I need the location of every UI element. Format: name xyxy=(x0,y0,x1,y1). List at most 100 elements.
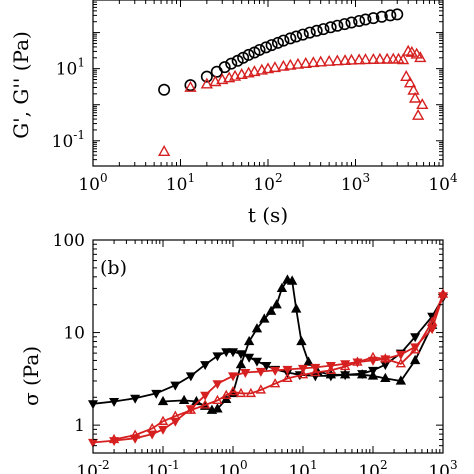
panel-a-point xyxy=(218,61,231,74)
panel-b-point xyxy=(212,352,223,362)
panel-b-point xyxy=(251,323,263,333)
panel-b-point xyxy=(87,400,99,410)
panel-b-point xyxy=(212,394,223,405)
panel-b-point xyxy=(282,365,293,375)
panel-a-x-tick-label: 103 xyxy=(341,171,370,195)
panel-a-y-tick-label: 10-1 xyxy=(52,128,85,152)
panel-b-point xyxy=(297,369,309,379)
panel-a-point xyxy=(367,12,380,25)
panel-a-point xyxy=(359,13,372,26)
panel-a-x-tick-label: 104 xyxy=(428,171,458,195)
panel-b-x-tick-label: 103 xyxy=(428,458,457,474)
panel-a-point xyxy=(373,52,387,64)
panel-b-point xyxy=(240,368,251,378)
panel-a-point xyxy=(345,16,358,29)
panel-b-point xyxy=(367,351,379,361)
panel-a-point xyxy=(317,23,330,36)
panel-a-marks xyxy=(157,8,429,156)
panel-a-point xyxy=(416,98,429,110)
panel-a-point xyxy=(260,41,273,54)
panel-a-point xyxy=(248,65,261,77)
panel-b-y-tick-label: 100 xyxy=(53,231,85,251)
panel-a-point xyxy=(200,77,213,89)
panel-a-point xyxy=(271,36,284,49)
panel-a-point xyxy=(407,83,420,95)
panel-a-point xyxy=(209,75,222,87)
panel-b-x-tick-label: 10-1 xyxy=(146,458,179,474)
panel-a-point xyxy=(405,45,418,57)
panel-b-point xyxy=(200,391,211,401)
panel-a-point xyxy=(412,108,425,120)
panel-b-point xyxy=(108,433,120,444)
panel-b-point xyxy=(437,288,449,298)
panel-b-point xyxy=(325,364,337,375)
panel-b-point xyxy=(340,360,351,370)
panel-b-point xyxy=(157,415,169,425)
panel-a-point xyxy=(184,80,197,92)
panel-b-chart: 10-2 10-1 100 101 102 103 1 10 100 (b) σ (Pa) xyxy=(19,231,458,474)
panel-a-point xyxy=(284,58,297,70)
panel-b-x-tick-label: 102 xyxy=(358,458,387,474)
panel-b-point xyxy=(395,350,406,360)
panel-a-point xyxy=(296,28,309,41)
panel-b-point xyxy=(261,362,272,372)
panel-a-point xyxy=(225,57,238,70)
panel-a-point xyxy=(384,9,397,22)
panel-a-point xyxy=(157,145,171,156)
panel-a-point xyxy=(216,73,229,85)
panel-a-point xyxy=(345,53,358,65)
panel-b-point xyxy=(259,313,270,323)
panel-b-point xyxy=(291,303,302,313)
panel-b-point xyxy=(244,353,255,363)
panel-b-point xyxy=(269,378,281,388)
panel-b-series-3 xyxy=(108,288,449,444)
panel-b-point xyxy=(109,397,120,407)
panel-a-point xyxy=(352,53,366,65)
panel-a-point xyxy=(414,51,427,63)
panel-b-point xyxy=(227,372,239,382)
panel-a-point xyxy=(367,52,380,64)
panel-b-point xyxy=(303,356,314,366)
panel-a-point xyxy=(331,19,344,32)
panel-b-point xyxy=(129,429,141,439)
panel-a-point xyxy=(261,62,275,74)
panel-a-point xyxy=(400,70,413,81)
panel-a-chart: 100 101 102 103 104 10-1 101 t (s) G', G'' (Pa… xyxy=(9,0,458,227)
panel-b-point xyxy=(170,410,181,420)
panel-a-point xyxy=(200,70,213,83)
panel-a-frame xyxy=(92,0,444,167)
panel-b-x-tick-label: 101 xyxy=(288,458,317,474)
panel-b-point xyxy=(282,372,293,383)
panel-b-marks xyxy=(87,274,449,448)
panel-a-x-tick-label: 101 xyxy=(166,171,195,195)
panel-b-x-tick-label: 10-2 xyxy=(76,458,109,474)
panel-a-point xyxy=(314,55,327,67)
panel-b-point xyxy=(270,366,281,376)
panel-b-point xyxy=(146,422,158,433)
panel-b-point xyxy=(339,360,351,371)
panel-a-point xyxy=(277,59,290,71)
panel-a-point xyxy=(307,56,320,68)
panel-a-point xyxy=(290,30,303,43)
panel-b-series-1 xyxy=(157,274,438,414)
panel-b-point xyxy=(286,275,298,285)
panel-a-point xyxy=(310,24,323,37)
panel-b-point xyxy=(170,381,181,391)
panel-a-point xyxy=(299,56,312,68)
panel-b-point xyxy=(235,359,247,369)
panel-a-point xyxy=(323,54,336,66)
panel-a-series-1 xyxy=(157,44,429,156)
panel-a-point xyxy=(331,54,344,66)
panel-b-frame xyxy=(92,239,444,454)
panel-b-point xyxy=(356,369,368,379)
panel-b-point xyxy=(380,372,391,383)
panel-b-point xyxy=(200,361,211,371)
panel-b-point xyxy=(265,305,277,315)
panel-b-point xyxy=(395,375,407,385)
panel-b-x-tick-label: 100 xyxy=(218,458,247,474)
panel-b-point xyxy=(212,403,223,413)
panel-b-point xyxy=(276,282,288,293)
panel-b-point xyxy=(212,380,223,390)
panel-b-point xyxy=(199,399,211,409)
panel-b-point xyxy=(185,372,196,382)
